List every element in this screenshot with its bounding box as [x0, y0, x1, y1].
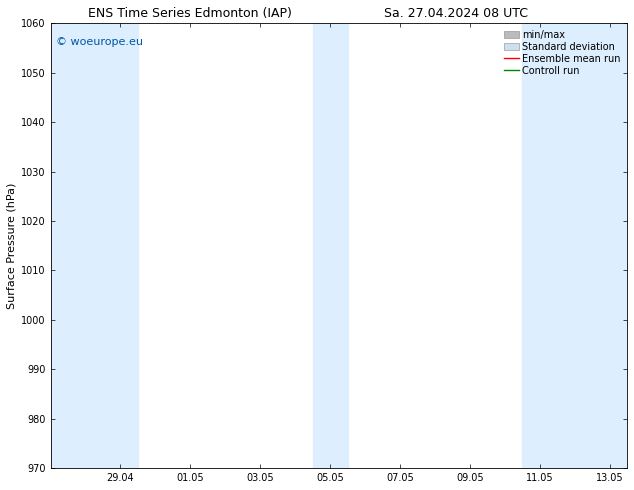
Text: © woeurope.eu: © woeurope.eu	[56, 37, 143, 47]
Text: ENS Time Series Edmonton (IAP): ENS Time Series Edmonton (IAP)	[88, 7, 292, 21]
Legend: min/max, Standard deviation, Ensemble mean run, Controll run: min/max, Standard deviation, Ensemble me…	[502, 28, 622, 78]
Bar	[522, 23, 627, 468]
Bar	[51, 23, 138, 468]
Y-axis label: Surface Pressure (hPa): Surface Pressure (hPa)	[7, 182, 17, 309]
Text: Sa. 27.04.2024 08 UTC: Sa. 27.04.2024 08 UTC	[384, 7, 529, 21]
Bar	[313, 23, 347, 468]
